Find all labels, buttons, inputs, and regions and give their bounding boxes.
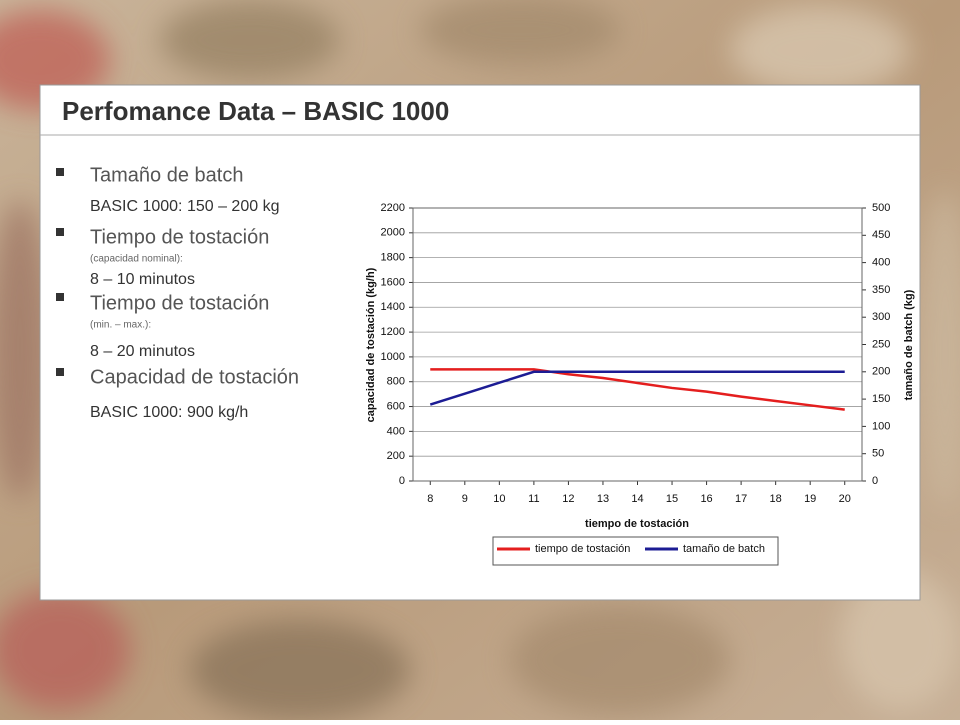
y2-axis-title: tamaño de batch (kg) [903, 289, 915, 400]
x-tick-label: 10 [493, 493, 505, 505]
x-tick-label: 18 [770, 493, 782, 505]
x-tick-label: 14 [631, 493, 643, 505]
bullet-marker [56, 368, 64, 376]
y-tick-label: 1200 [381, 326, 405, 338]
x-tick-label: 11 [528, 493, 539, 505]
bullet-heading: Tiempo de tostación [90, 292, 269, 314]
y2-tick-label: 0 [872, 475, 878, 487]
bullet-detail: BASIC 1000: 150 – 200 kg [90, 198, 279, 215]
legend [492, 536, 779, 566]
y-tick-label: 1000 [381, 351, 405, 363]
legend-label: tiempo de tostación [535, 543, 630, 555]
y2-tick-label: 400 [872, 257, 890, 269]
bullet-heading: Capacidad de tostación [90, 366, 299, 388]
x-tick-label: 9 [462, 493, 468, 505]
y-tick-label: 1400 [381, 301, 405, 313]
x-tick-label: 8 [427, 493, 433, 505]
x-axis-title: tiempo de tostación [585, 518, 689, 530]
y2-tick-label: 500 [872, 202, 890, 214]
x-tick-label: 17 [735, 493, 747, 505]
bullet-note: (min. – max.): [90, 320, 151, 331]
y2-tick-label: 50 [872, 448, 884, 460]
bullet-heading: Tamaño de batch [90, 164, 243, 186]
slide-title: Perfomance Data – BASIC 1000 [62, 96, 449, 126]
x-tick-label: 16 [700, 493, 712, 505]
x-tick-label: 20 [839, 493, 851, 505]
y-tick-label: 1600 [381, 276, 405, 288]
bullet-marker [56, 168, 64, 176]
chart: capacidad de tostación (kg/h) tamaño de … [365, 202, 915, 566]
y-tick-label: 200 [387, 450, 405, 462]
y2-tick-label: 450 [872, 229, 890, 241]
x-tick-label: 13 [597, 493, 609, 505]
y2-tick-label: 150 [872, 393, 890, 405]
y-tick-label: 600 [387, 400, 405, 412]
y2-tick-label: 200 [872, 366, 890, 378]
legend-label: tamaño de batch [683, 543, 765, 555]
bullet-marker [56, 228, 64, 236]
bullet-note: (capacidad nominal): [90, 254, 183, 265]
y-tick-label: 1800 [381, 252, 405, 264]
y-axis-title: capacidad de tostación (kg/h) [365, 267, 377, 422]
y-tick-label: 800 [387, 376, 405, 388]
y-tick-label: 0 [399, 475, 405, 487]
y-tick-label: 400 [387, 425, 405, 437]
y-tick-label: 2200 [381, 202, 405, 214]
x-tick-label: 15 [666, 493, 678, 505]
bullet-detail: BASIC 1000: 900 kg/h [90, 404, 248, 421]
y-tick-label: 2000 [381, 227, 405, 239]
y2-tick-label: 350 [872, 284, 890, 296]
bullet-detail: 8 – 10 minutos [90, 271, 195, 288]
bullet-heading: Tiempo de tostación [90, 226, 269, 248]
bullet-marker [56, 293, 64, 301]
plot-frame [412, 207, 863, 482]
x-tick-label: 19 [804, 493, 816, 505]
x-tick-label: 12 [562, 493, 574, 505]
content-panel [39, 84, 921, 601]
series-line [429, 370, 845, 406]
bullet-detail: 8 – 20 minutos [90, 343, 195, 360]
y2-tick-label: 300 [872, 311, 890, 323]
series-line [430, 368, 845, 411]
y2-tick-label: 100 [872, 420, 890, 432]
y2-tick-label: 250 [872, 338, 890, 350]
bullet-list: Tamaño de batch BASIC 1000: 150 – 200 kg… [56, 164, 299, 421]
